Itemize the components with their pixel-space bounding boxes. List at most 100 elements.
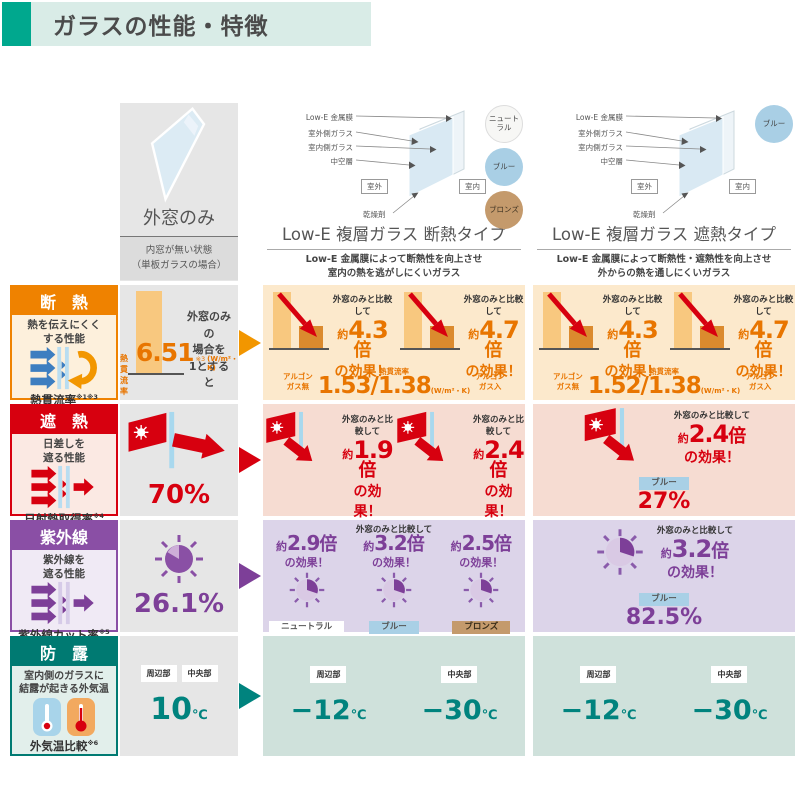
argon-none-label: アルゴン ガス無 [553, 372, 583, 391]
sun-through-glass-icon [128, 411, 225, 469]
outer-uv-cut-value: 26.1% [133, 589, 225, 619]
insulation-lowe-sha-cell: 外窓のみと比較して 約4.3倍 の効果！ [533, 285, 795, 400]
baseline-bar-chart [128, 291, 184, 379]
effect-label: の効果！ [459, 556, 504, 569]
swatch-bronze: ブロンズ [485, 191, 523, 229]
uv-cut-value: 82.5% [625, 605, 703, 631]
insulation-outer-cell: 外窓のみの 場合を 1とすると 熱貫流率 6.51 ※3 (W/m²・K) [120, 285, 238, 400]
center-zone-label: 中央部 [181, 665, 218, 682]
uv-lowe-dan-cell: 約2.9倍 の効果！ ニュートラル 76. [263, 520, 525, 654]
u-value-metric-name: 熱貫流率 [649, 366, 679, 376]
swatch-neutral: ニュートラル [485, 105, 523, 143]
comparison-table: 外窓のみ 内窓が無い状態 （単板ガラスの場合） [10, 103, 795, 760]
shading-column-title: Low-E 複層ガラス 遮熱タイプ [551, 224, 777, 244]
glass-color-swatches: ブルー [755, 105, 793, 143]
center-zone-label: 中央部 [441, 666, 478, 683]
effect-factor: 約2.4倍 [473, 436, 525, 481]
sun-blocked-icon [584, 407, 634, 461]
insulation-row-description: 熱を伝えにくく する性能 [27, 319, 101, 345]
effect-label: の効果！ [735, 364, 792, 380]
insulation-metric-name: 熱貫流率※1※3 [30, 393, 98, 408]
center-zone-label: 中央部 [711, 666, 748, 683]
effect-factor: 約2.4倍 [677, 419, 747, 448]
u-value: 1.53/1.38 [317, 373, 432, 399]
glass-color-pill-blue: ブルー [369, 621, 419, 635]
uv-outer-cell: 26.1% [120, 520, 238, 632]
effect-label: の効果！ [465, 364, 522, 380]
uv-row-header: 紫外線 紫外線を 遮る性能 [10, 520, 118, 642]
effect-factor: 約4.3倍 [607, 316, 659, 361]
double-glazing-diagram-insulation: Low-E 金属膜 室外側ガラス 室内側ガラス 中空層 室外 室内 乾燥剤 ニュ… [263, 103, 525, 229]
edge-zone-temperature: 周辺部 −12 ℃ [561, 666, 636, 726]
argon-in-label: アルゴン ガス入 [745, 372, 775, 391]
decrease-arrow-icon [678, 292, 718, 337]
comparison-no-argon: 外窓のみと比較して 約4.3倍 の効果！ [263, 285, 394, 400]
effect-label: の効果！ [334, 364, 391, 380]
glazing-cross-section-icon [625, 110, 735, 214]
outer-u-value: 熱貫流率 6.51 ※3 (W/m²・K) [120, 338, 238, 396]
effect-label: の効果！ [371, 556, 416, 569]
column-lowe-insulation: Low-E 金属膜 室外側ガラス 室内側ガラス 中空層 室外 室内 乾燥剤 ニュ… [263, 103, 525, 281]
diagram-label-outside: 室外 [361, 179, 388, 194]
compare-label: 外窓のみと比較して [673, 410, 751, 421]
decrease-arrow-icon [277, 292, 317, 337]
edge-zone-label: 周辺部 [580, 666, 617, 683]
effect-factor: 約4.3倍 [337, 316, 389, 361]
uv-sun-pie-icon [597, 529, 643, 575]
solar-gain-value: 27% [637, 488, 691, 514]
compare-label: 外窓のみと比較して [341, 415, 393, 437]
row-uv: 紫外線 紫外線を 遮る性能 [10, 520, 795, 654]
compare-label: 外窓のみと比較して [332, 295, 393, 317]
shading-row-header: 遮 熱 日差しを 遮る性能 [10, 404, 118, 526]
shading-comparison-blue-bronze: 外窓のみと比較して 約2.4倍 の効果！ ブルー 27% ブロンズ 27% [394, 404, 525, 566]
u-value: 1.52/1.38 [587, 373, 702, 399]
dew-lowe-dan-cell: 周辺部 −12 ℃ 中央部 −30 ℃ [263, 636, 525, 756]
shading-row-title: 遮 熱 [12, 406, 116, 434]
center-zone-temperature: 中央部 −30 ℃ [692, 666, 767, 726]
uv-block-icon [31, 582, 94, 625]
glass-color-pill-bronze: ブロンズ [452, 621, 511, 635]
edge-zone-label: 周辺部 [310, 666, 347, 683]
uv-comparison-blue: 外窓のみと比較して 約3.2倍 の効果！ ブル [350, 520, 437, 654]
insulation-column-description: Low-E 金属膜によって断熱性を向上させ 室内の熱を逃がしにくいガラス [305, 253, 483, 279]
row-insulation: 断 熱 熱を伝えにくく する性能 [10, 285, 795, 407]
shading-icon [31, 466, 94, 509]
uv-sun-pie-icon [464, 572, 499, 608]
center-zone-temperature: 中央部 −30 ℃ [422, 666, 497, 726]
comparison-bars [400, 290, 462, 356]
uv-sun-pie-icon [155, 535, 203, 583]
shading-lowe-sha-cell: 外窓のみと比較して 約2.4倍 の効果！ ブルー 27% [533, 404, 795, 516]
shading-comparison-neutral: 外窓のみと比較して 約1.9倍 の効果！ ニュートラル 43% [263, 404, 394, 566]
argon-in-label: アルゴン ガス入 [475, 372, 505, 391]
diagram-label-lowe-film: Low-E 金属膜 [575, 113, 623, 122]
flow-arrow-icon [239, 683, 261, 709]
single-glass-pane-icon [150, 107, 206, 203]
uv-row-title: 紫外線 [12, 522, 116, 550]
compare-label: 外窓のみと比較して [733, 295, 794, 317]
decrease-arrow-icon [408, 292, 448, 337]
dew-row-header: 防 露 室内側のガラスに 結露が起きる外気温 外気温比較※6 [10, 636, 118, 756]
diagram-label-inner-glass: 室内側ガラス [578, 143, 623, 152]
flow-arrow-icon [239, 563, 261, 589]
flow-arrow-icon [239, 447, 261, 473]
shading-row-description: 日差しを 遮る性能 [43, 438, 85, 464]
dew-outer-cell: 周辺部 中央部 10 ℃ [120, 636, 238, 756]
uv-row-description: 紫外線を 遮る性能 [43, 554, 85, 580]
comparison-bars [539, 290, 601, 356]
effect-label: の効果！ [667, 565, 723, 582]
insulation-row-header: 断 熱 熱を伝えにくく する性能 [10, 285, 118, 407]
double-glazing-diagram-shading: Low-E 金属膜 室外側ガラス 室内側ガラス 中空層 室外 室内 乾燥剤 ブル… [533, 103, 795, 221]
comparison-with-argon: 外窓のみと比較して 約4.7倍 の効果！ [664, 285, 795, 400]
glazing-cross-section-icon [355, 110, 465, 214]
row-shading: 遮 熱 日差しを 遮る性能 [10, 404, 795, 566]
outer-column-title: 外窓のみ [143, 208, 215, 229]
outer-solar-gain-value: 70% [147, 480, 211, 510]
diagram-label-inner-glass: 室内側ガラス [308, 143, 353, 152]
glass-color-swatches: ニュートラル ブルー ブロンズ [485, 105, 523, 229]
effect-factor: 約3.2倍 [660, 535, 730, 564]
effect-factor: 約3.2倍 [363, 531, 425, 555]
outer-subtitle-line1: 内窓が無い状態 [145, 245, 213, 257]
outer-column-subtitle: 内窓が無い状態 （単板ガラスの場合） [120, 236, 238, 280]
effect-label: の効果！ [284, 556, 329, 569]
uv-lowe-sha-cell: 外窓のみと比較して 約3.2倍 の効果！ ブルー 82.5% [533, 520, 795, 632]
